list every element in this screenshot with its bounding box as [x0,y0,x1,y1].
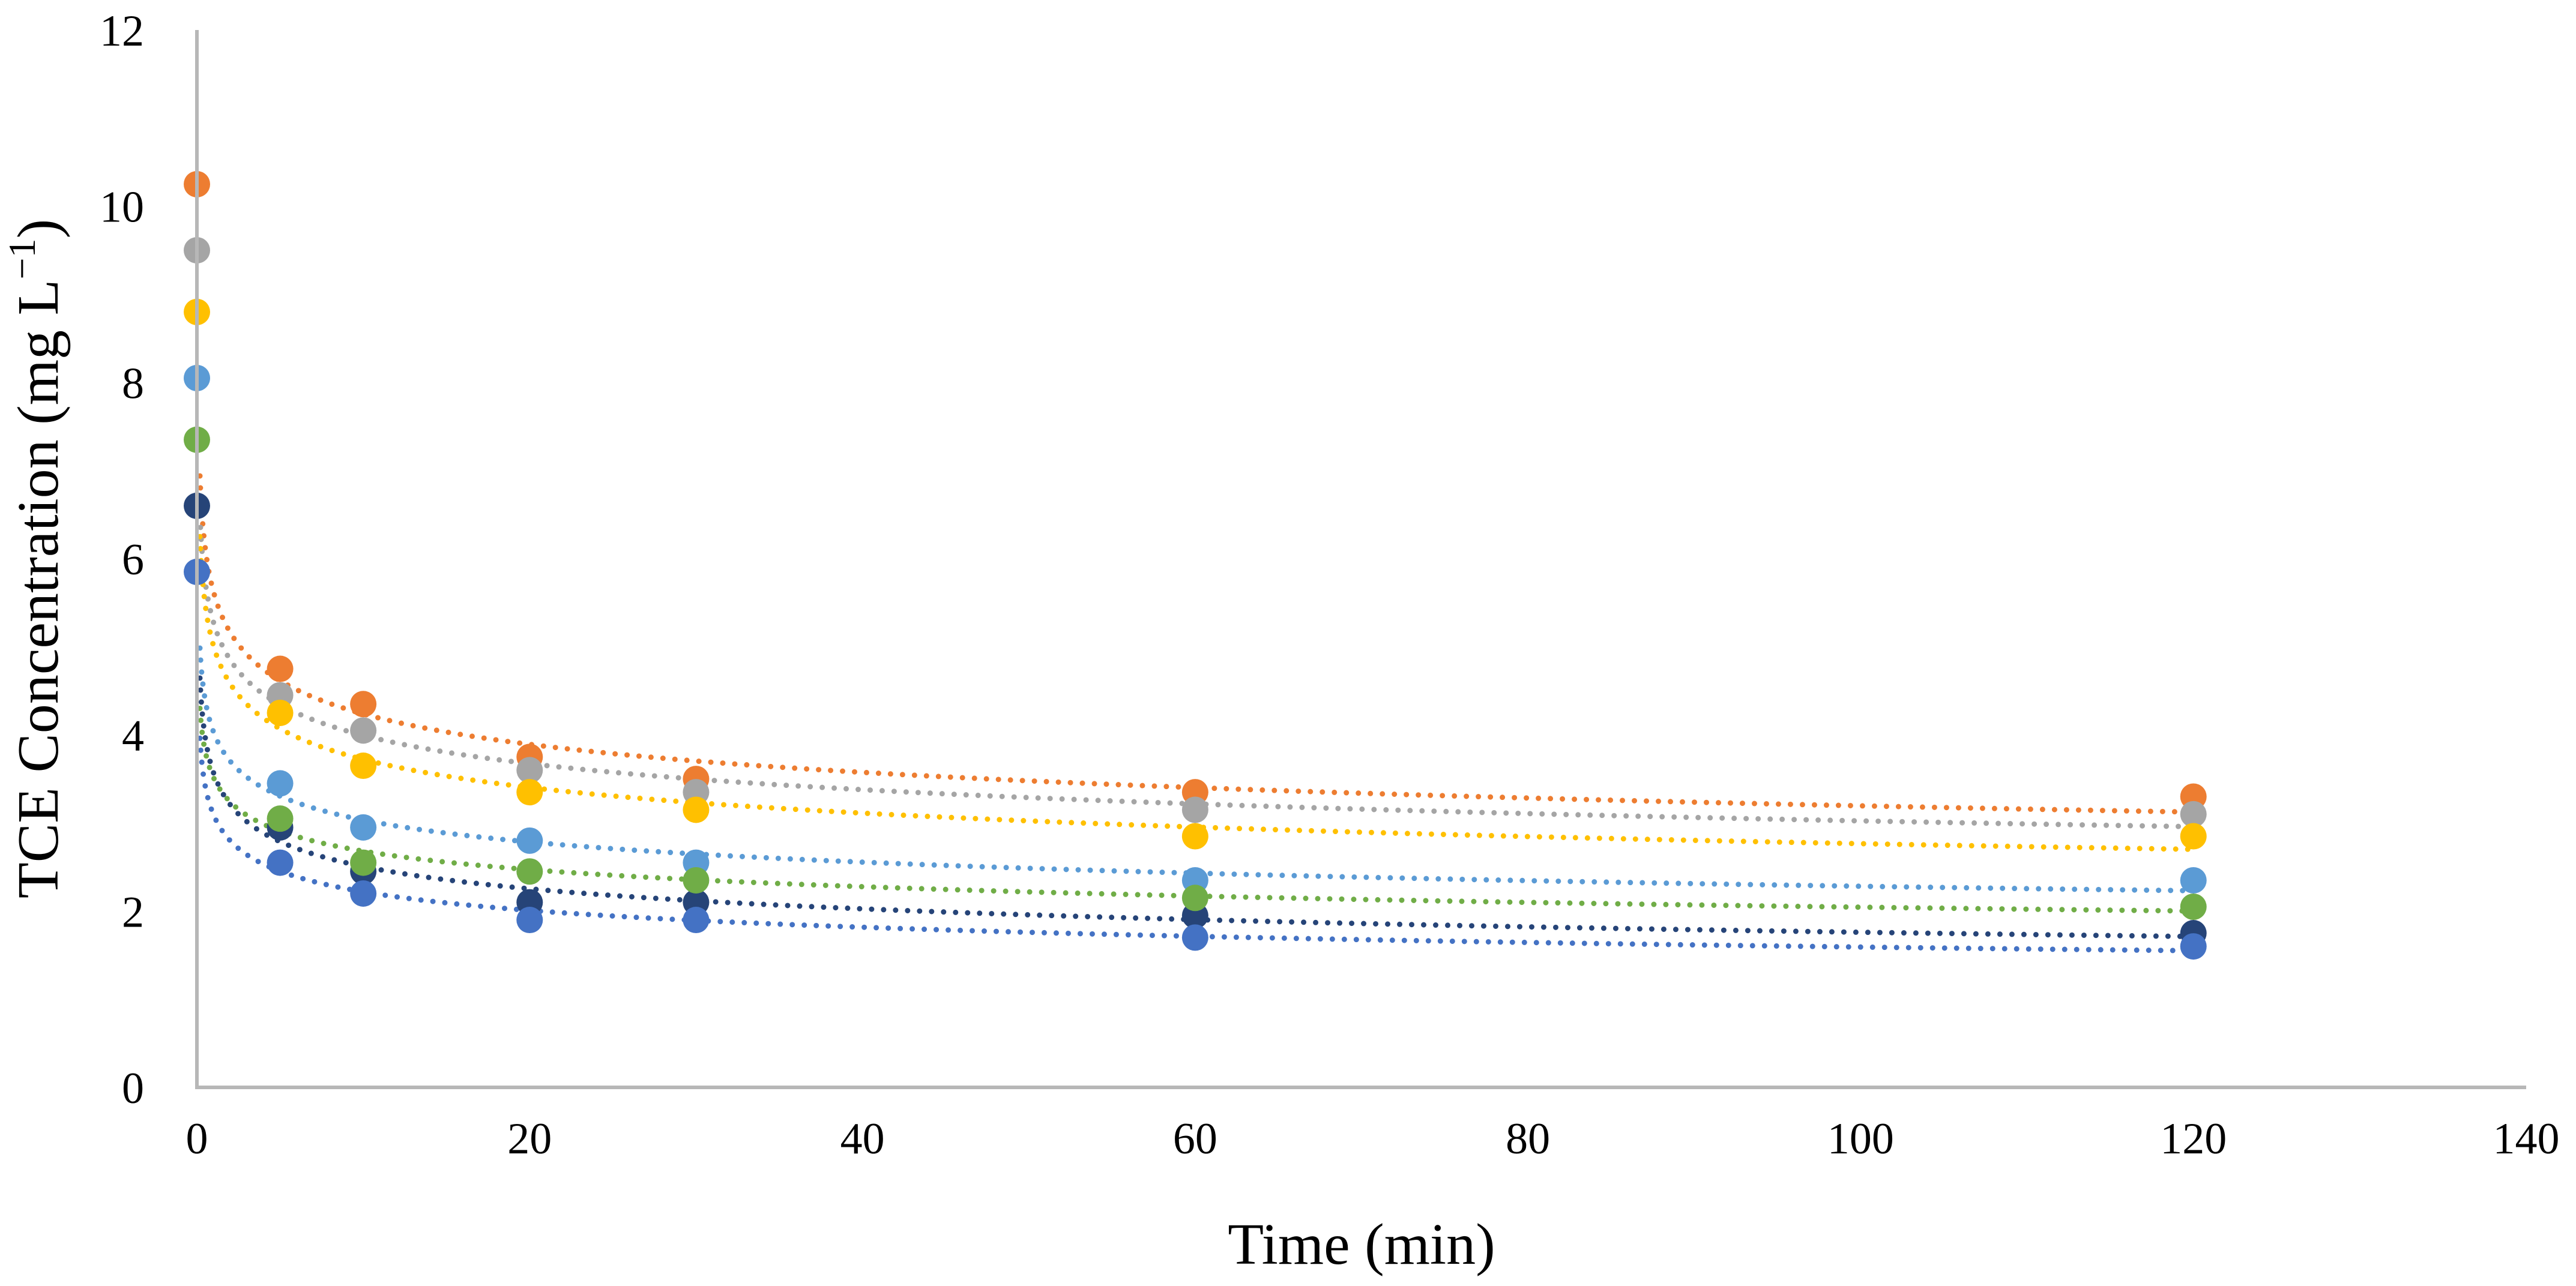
x-tick-labels: 0 20 40 60 80 100 120 140 [186,1114,2560,1164]
data-point-series-4-yellow [683,796,710,823]
x-tick-label: 60 [1173,1114,1217,1164]
data-point-series-6-green [2180,893,2207,920]
data-point-series-4-yellow [516,779,543,806]
data-point-series-7-blue [2180,933,2207,960]
y-tick-label: 6 [122,535,144,584]
data-point-series-5-light-blue [267,770,294,797]
x-tick-label: 20 [507,1114,552,1164]
data-point-series-4-yellow [267,699,294,726]
data-point-series-5-light-blue [350,814,377,841]
data-point-series-4-yellow [2180,823,2207,850]
data-point-series-6-green [516,858,543,885]
data-point-series-6-green [350,849,377,876]
x-tick-label: 140 [2493,1114,2560,1164]
trendline-series-3-gray [197,512,2197,830]
y-tick-label: 2 [122,888,144,937]
x-tick-label: 120 [2160,1114,2227,1164]
trendline-series-6-green [197,705,2197,914]
data-point-series-5-light-blue [516,827,543,854]
data-point-series-2-orange [350,691,377,718]
y-tick-label: 4 [122,712,144,761]
trendline-layer [197,473,2197,954]
y-tick-labels: 0 2 4 6 8 10 12 [100,7,144,1113]
trendline-series-1-dark-navy [197,675,2197,940]
data-point-series-7-blue [516,907,543,934]
data-point-series-3-gray [1181,796,1208,823]
y-tick-label: 8 [122,359,144,408]
data-point-series-4-yellow [350,753,377,780]
y-axis-title: TCE Concentration (mg L−1) [1,219,71,898]
data-point-series-3-gray [2180,801,2207,828]
data-point-series-4-yellow [1181,823,1208,850]
data-point-series-3-gray [516,757,543,784]
y-axis-title-close: ) [6,219,71,239]
y-tick-label: 0 [122,1064,144,1113]
trendline-series-5-light-blue [197,645,2197,894]
trendline-series-4-yellow [197,533,2197,852]
data-point-series-6-green [1181,885,1208,912]
data-point-series-5-light-blue [2180,867,2207,894]
y-axis-title-main: TCE Concentration (mg L [6,280,71,899]
data-point-series-6-green [683,867,710,894]
data-point-series-7-blue [267,849,294,876]
data-point-series-6-green [267,805,294,832]
data-point-series-7-blue [683,907,710,934]
x-tick-label: 0 [186,1114,208,1164]
data-point-series-7-blue [1181,924,1208,951]
x-tick-label: 80 [1506,1114,1550,1164]
data-point-series-3-gray [350,717,377,744]
data-point-layer [184,170,2207,960]
x-tick-label: 100 [1827,1114,1894,1164]
y-tick-label: 10 [100,183,144,232]
y-tick-label: 12 [100,7,144,56]
y-axis-title-superscript: −1 [1,239,43,280]
x-axis-title: Time (min) [1228,1212,1495,1277]
data-point-series-7-blue [350,880,377,907]
data-point-series-2-orange [267,655,294,682]
x-tick-label: 40 [840,1114,885,1164]
